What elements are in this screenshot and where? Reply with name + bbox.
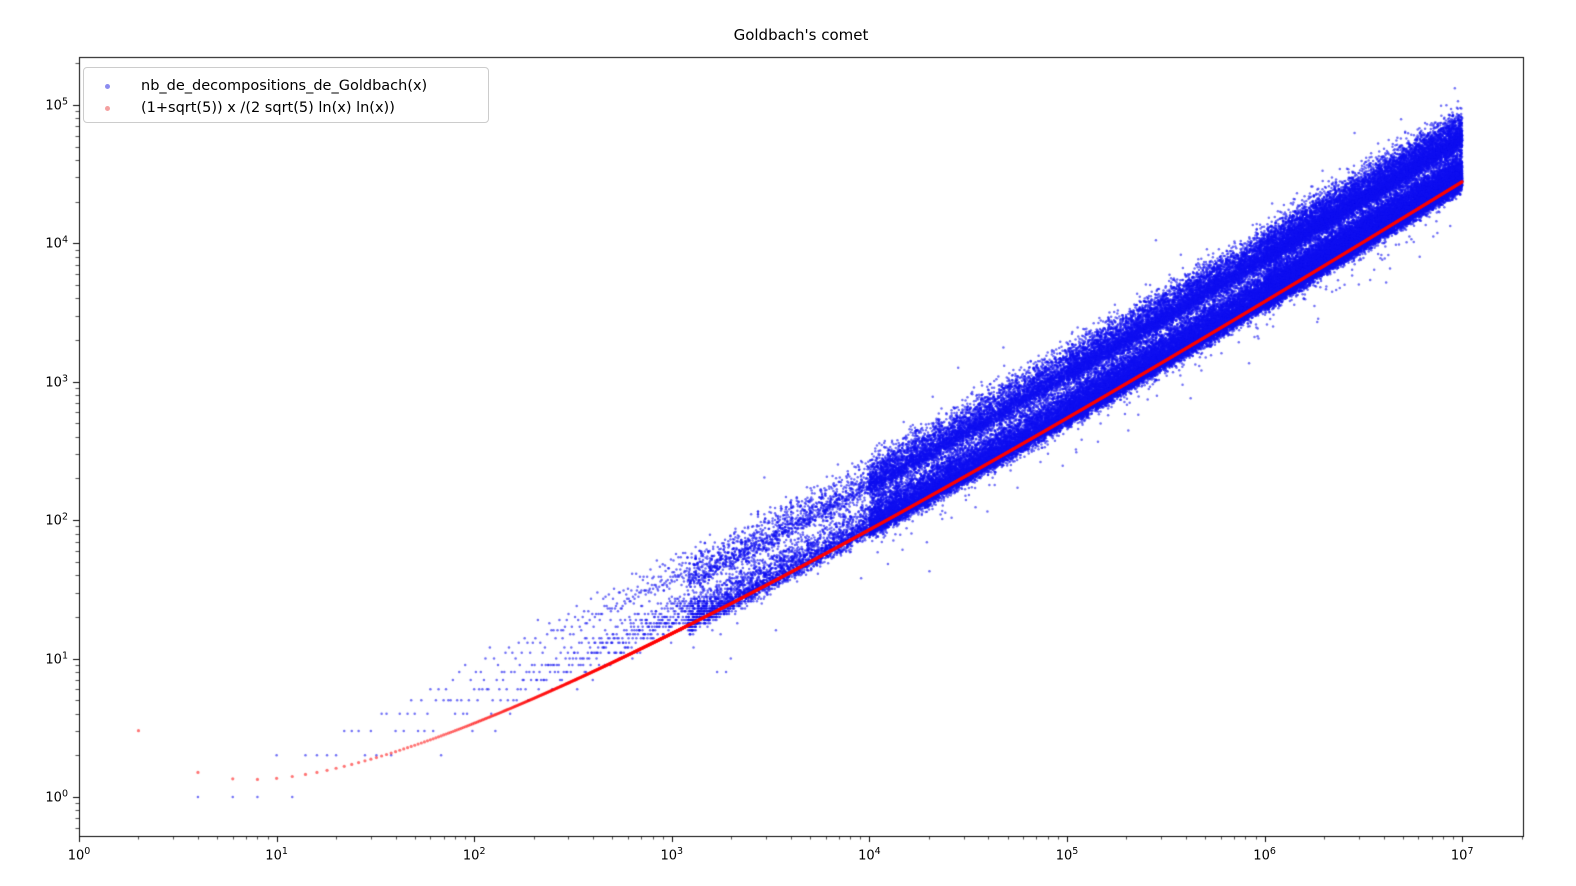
y-tick-label-10e1: 101: [45, 649, 68, 668]
x-tick-label-10e0: 100: [67, 846, 91, 864]
x-tick-label-10e4: 104: [858, 846, 881, 864]
legend-label-goldbach-counts: nb_de_decompositions_de_Goldbach(x): [141, 78, 428, 94]
x-tick-label-10e3: 103: [660, 846, 684, 864]
y-tick-label-10e0: 100: [45, 788, 68, 806]
x-tick-label-10e1: 101: [265, 846, 288, 864]
legend-item-red-curve: (1+sqrt(5)) x /(2 sqrt(5) ln(x) ln(x)): [84, 97, 488, 119]
y-tick-label-10e4: 104: [45, 234, 68, 252]
x-tick-label-10e6: 106: [1253, 846, 1276, 864]
y-tick-label-10e2: 102: [45, 511, 68, 529]
y-tick-label-10e3: 103: [45, 373, 68, 391]
legend-label-red-curve: (1+sqrt(5)) x /(2 sqrt(5) ln(x) ln(x)): [141, 100, 395, 116]
x-tick-label-10e7: 107: [1450, 846, 1474, 864]
y-tick-label-10e5: 105: [45, 96, 68, 114]
x-tick-label-10e5: 105: [1055, 846, 1079, 864]
legend-red-dot-marker-icon: [105, 105, 110, 111]
x-tick-label-10e2: 102: [462, 846, 486, 864]
chart-title: Goldbach's comet: [733, 26, 869, 44]
legend-item-goldbach-counts: nb_de_decompositions_de_Goldbach(x): [84, 75, 488, 97]
legend-box: nb_de_decompositions_de_Goldbach(x) (1+s…: [83, 67, 489, 123]
legend-blue-dot-marker-icon: [105, 83, 110, 89]
